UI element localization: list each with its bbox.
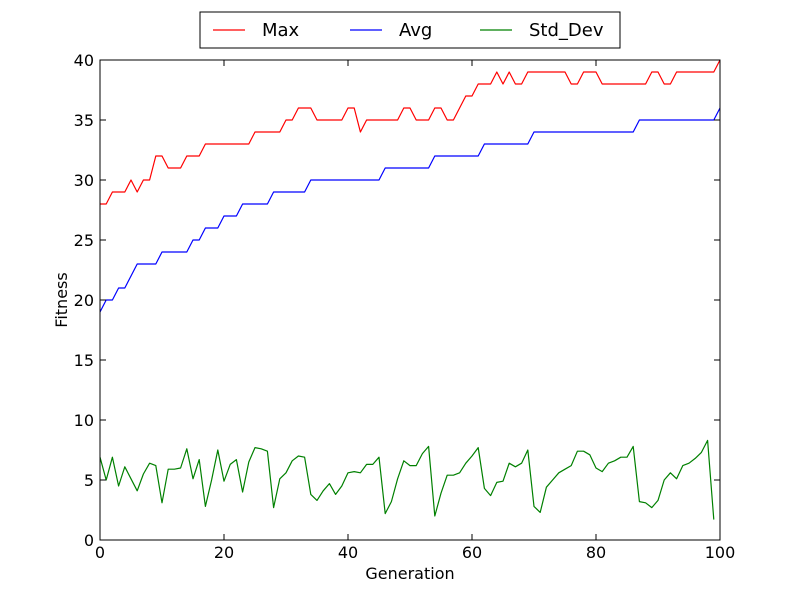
x-tick-label: 20 (214, 543, 234, 562)
x-axis-label: Generation (365, 564, 454, 583)
y-tick-label: 30 (74, 171, 94, 190)
series-layer (99, 59, 721, 520)
x-tick-label: 40 (338, 543, 358, 562)
series-line-max (100, 59, 721, 205)
legend: Max Avg Std_Dev (199, 11, 621, 49)
legend-box (199, 11, 621, 49)
legend-label-std-dev: Std_Dev (529, 20, 604, 41)
legend-label-max: Max (262, 20, 300, 41)
y-tick-label: 40 (74, 51, 94, 70)
x-tick-label: 60 (462, 543, 482, 562)
y-tick-label: 10 (74, 411, 94, 430)
y-tick-label: 35 (74, 111, 94, 130)
y-tick-label: 5 (84, 471, 94, 490)
x-tick-label: 100 (705, 543, 736, 562)
series-line-std-dev (99, 439, 715, 520)
plot-frame (99, 59, 721, 541)
y-tick-label: 15 (74, 351, 94, 370)
y-tick-label: 0 (84, 531, 94, 550)
tick-layer: 0 20 40 60 80 100 0 5 10 15 20 25 30 35 40 (74, 51, 736, 562)
series-line-avg (99, 107, 721, 313)
legend-label-avg: Avg (399, 20, 432, 41)
x-tick-label: 80 (586, 543, 606, 562)
y-tick-label: 25 (74, 231, 94, 250)
y-tick-label: 20 (74, 291, 94, 310)
y-axis-label: Fitness (52, 272, 71, 327)
x-tick-label: 0 (95, 543, 105, 562)
